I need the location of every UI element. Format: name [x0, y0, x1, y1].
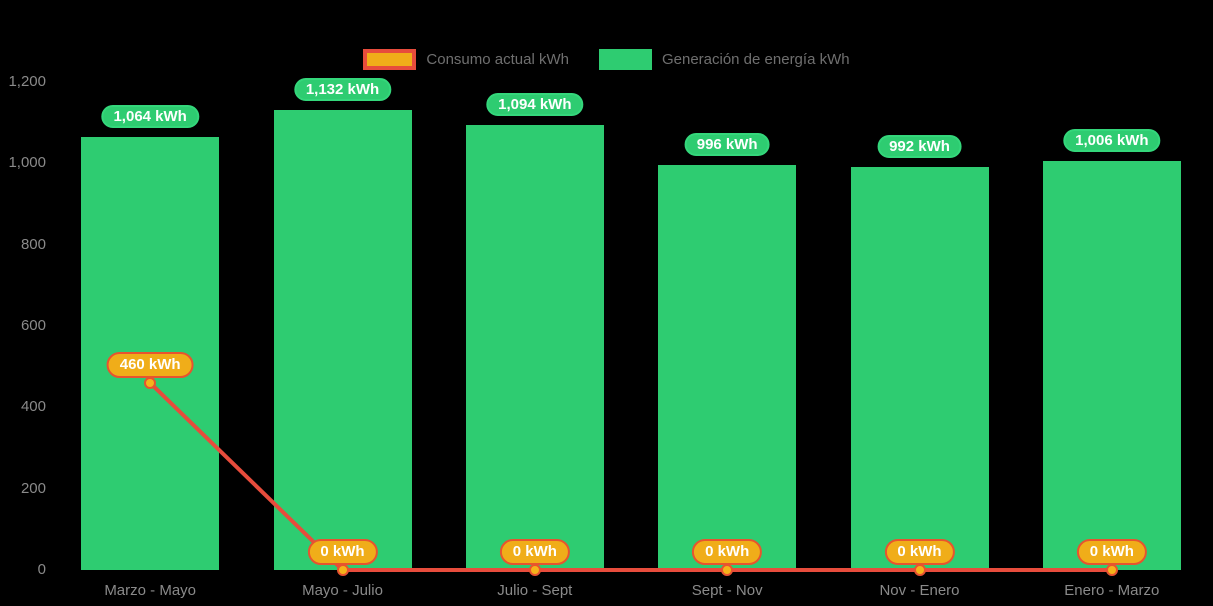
- generation-bar[interactable]: [658, 164, 797, 570]
- generation-value-label: 1,094 kWh: [486, 93, 584, 117]
- legend-item-generacion[interactable]: Generación de energía kWh: [598, 49, 850, 70]
- y-tick-label: 600: [20, 317, 46, 334]
- consumption-point-marker[interactable]: [144, 376, 157, 389]
- consumption-legend-swatch: [363, 49, 417, 70]
- generation-legend-swatch: [598, 49, 652, 70]
- generation-bar[interactable]: [1042, 160, 1181, 570]
- generation-value-label: 1,064 kWh: [101, 105, 199, 129]
- legend: Consumo actual kWh Generación de energía…: [0, 49, 1213, 70]
- x-tick-label: Julio - Sept: [497, 582, 573, 599]
- consumption-value-label: 0 kWh: [1076, 539, 1147, 565]
- consumption-point-marker[interactable]: [721, 564, 734, 576]
- generation-value-label: 992 kWh: [877, 134, 962, 158]
- generation-value-label: 1,006 kWh: [1063, 128, 1161, 152]
- x-tick-label: Mayo - Julio: [302, 582, 383, 599]
- generation-bar[interactable]: [465, 125, 604, 570]
- consumption-point-marker[interactable]: [1105, 564, 1118, 576]
- consumption-value-label: 0 kWh: [499, 539, 570, 565]
- consumption-value-label: 0 kWh: [692, 539, 763, 565]
- legend-item-consumo-actual[interactable]: Consumo actual kWh: [363, 49, 569, 70]
- y-tick-label: 1,000: [8, 154, 46, 172]
- x-tick-label: Nov - Enero: [879, 582, 960, 599]
- generation-bar[interactable]: [850, 166, 989, 570]
- consumption-point-marker[interactable]: [913, 564, 926, 576]
- x-tick-label: Marzo - Mayo: [104, 582, 196, 599]
- consumption-value-label: 0 kWh: [884, 539, 955, 565]
- generation-value-label: 996 kWh: [684, 132, 770, 156]
- x-tick-label: Sept - Nov: [691, 582, 763, 599]
- y-tick-label: 0: [37, 561, 46, 578]
- legend-label-generacion: Generación de energía kWh: [661, 51, 850, 68]
- y-tick-label: 400: [20, 398, 46, 416]
- consumption-point-marker[interactable]: [336, 564, 349, 576]
- x-tick-label: Enero - Marzo: [1064, 582, 1160, 599]
- y-tick-label: 200: [20, 479, 46, 497]
- y-tick-label: 800: [20, 235, 46, 253]
- consumption-value-label: 0 kWh: [307, 539, 378, 565]
- consumption-line: [148, 381, 1112, 572]
- generation-bar[interactable]: [273, 109, 412, 570]
- generation-value-label: 1,132 kWh: [293, 77, 392, 101]
- consumption-value-label: 460 kWh: [106, 351, 194, 378]
- consumption-point-marker[interactable]: [528, 564, 541, 576]
- y-tick-label: 1,200: [8, 73, 46, 90]
- legend-label-consumo: Consumo actual kWh: [426, 51, 569, 68]
